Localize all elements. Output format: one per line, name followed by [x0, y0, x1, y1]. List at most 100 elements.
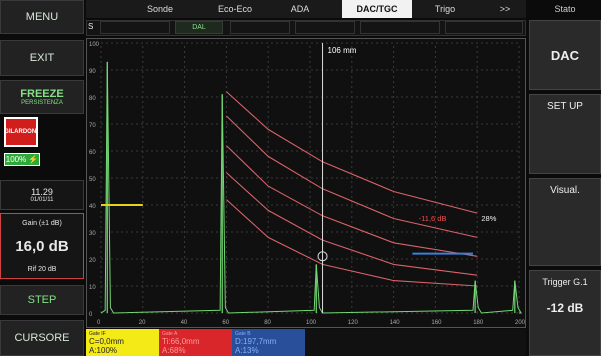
y-tick-label: 50: [89, 177, 96, 183]
tab-label: Trigo: [434, 4, 456, 14]
gain-reference: Rif 20 dB: [27, 265, 57, 273]
panel-line: Ti:66,0mm: [162, 337, 200, 346]
gain-value: 16,0 dB: [15, 237, 69, 255]
subtab-field[interactable]: [360, 21, 440, 34]
y-tick-label: 30: [89, 231, 96, 237]
state-dac-button[interactable]: DAC: [529, 20, 601, 90]
x-tick-label: 160: [431, 320, 442, 326]
battery-indicator: 100% ⚡: [4, 153, 40, 166]
y-tick-label: 20: [89, 258, 96, 264]
x-tick-label: 140: [390, 320, 401, 326]
tab-label: >>: [499, 4, 511, 14]
cursor-label: 106 mm: [328, 46, 357, 55]
y-tick-label: 40: [89, 204, 96, 210]
y-tick-label: 0: [89, 312, 93, 318]
tab-label: ADA: [290, 4, 310, 14]
visual-label: Visual.: [550, 185, 580, 196]
menu-button[interactable]: MENU: [0, 0, 84, 34]
subtab-field[interactable]: [295, 21, 355, 34]
state-value: DAC: [550, 47, 580, 63]
y-tick-label: 80: [89, 96, 96, 102]
freeze-button[interactable]: FREEZE PERSISTENZA: [0, 80, 84, 114]
chart-grid: [100, 42, 520, 314]
brand-label: GILARDONI: [4, 129, 38, 135]
x-tick-label: 40: [181, 320, 188, 326]
freeze-sub-label: PERSISTENZA: [21, 100, 63, 106]
exit-button[interactable]: EXIT: [0, 40, 84, 76]
tab-more[interactable]: >>: [490, 0, 520, 18]
tab-label: DAC/TGC: [356, 4, 398, 14]
gates: [101, 204, 474, 255]
panel-line: A:68%: [162, 346, 186, 355]
panel-title: Gate B: [235, 331, 251, 337]
battery-label: 100%: [5, 155, 27, 164]
x-tick-label: 20: [139, 320, 146, 326]
step-label: STEP: [27, 294, 57, 306]
panel-title: Gate A: [162, 331, 178, 337]
subtab-field[interactable]: [230, 21, 290, 34]
gain-label: Gain (±1 dB): [22, 219, 62, 227]
tab-trigo[interactable]: Trigo: [415, 0, 475, 18]
x-tick-label: 80: [264, 320, 271, 326]
charging-icon: ⚡: [28, 155, 39, 164]
subtab-field[interactable]: [445, 21, 523, 34]
brand-logo: GILARDONI: [4, 117, 38, 147]
x-tick-label: 200: [515, 320, 525, 326]
setup-button[interactable]: SET UP: [529, 94, 601, 174]
setup-label: SET UP: [547, 101, 583, 112]
cursor-button[interactable]: CURSORE: [0, 320, 84, 356]
chart-overlay: 106 mm -11,6 dB 28%: [317, 43, 497, 313]
gate-db-label: -11,6 dB: [419, 214, 447, 223]
a-scan-svg: 106 mm -11,6 dB 28% 0 10 20 30 40 50 60 70 80 90 100…: [89, 42, 526, 326]
state-header-label: Stato: [554, 4, 576, 14]
panel-line: A:13%: [235, 346, 259, 355]
cursor-marker: [317, 251, 328, 262]
exit-label: EXIT: [29, 52, 55, 64]
tab-label: Sonde: [146, 4, 174, 14]
cursor-label: CURSORE: [14, 332, 70, 344]
tab-sonde[interactable]: Sonde: [125, 0, 195, 18]
subtab-label: DAL: [192, 24, 206, 31]
state-header: Stato: [529, 0, 601, 18]
subtab-field[interactable]: [100, 21, 170, 34]
step-button[interactable]: STEP: [0, 285, 84, 315]
subtab-dal[interactable]: DAL: [175, 21, 223, 34]
trigger-value: -12 dB: [546, 301, 584, 315]
x-tick-label: 0: [97, 320, 101, 326]
freeze-label: FREEZE: [20, 88, 64, 100]
clock-date: 01/01/11: [30, 197, 54, 203]
visual-button[interactable]: Visual.: [529, 178, 601, 266]
tab-ada[interactable]: ADA: [275, 0, 325, 18]
panel-title: Gate IF: [89, 331, 106, 337]
y-tick-label: 60: [89, 150, 96, 156]
panel-line: A:100%: [89, 346, 118, 355]
gate-percent-label: 28%: [481, 214, 496, 223]
tab-label: Eco-Eco: [217, 4, 252, 14]
tab-dac-tgc[interactable]: DAC/TGC: [342, 0, 412, 18]
x-tick-label: 100: [306, 320, 317, 326]
y-tick-label: 90: [89, 69, 96, 75]
chart-ticks: 0 10 20 30 40 50 60 70 80 90 100 0 20 40 60 80 100 120 140…: [89, 42, 526, 326]
a-scan-chart[interactable]: 106 mm -11,6 dB 28% 0 10 20 30 40 50 60 70 80 90 100…: [86, 38, 526, 328]
tab-eco-eco[interactable]: Eco-Eco: [200, 0, 270, 18]
trigger-button[interactable]: Trigger G.1 -12 dB: [529, 270, 601, 356]
menu-label: MENU: [25, 11, 59, 23]
gain-panel[interactable]: Gain (±1 dB) 16,0 dB Rif 20 dB: [0, 213, 84, 279]
gate-a-panel: Gate A Ti:66,0mm A:68%: [159, 329, 232, 356]
panel-line: D:197,7mm: [235, 337, 277, 346]
trigger-label: Trigger G.1: [542, 277, 588, 287]
x-tick-label: 120: [348, 320, 359, 326]
gate-b-panel: Gate B D:197,7mm A:13%: [232, 329, 305, 356]
clock-time: 11.29: [31, 187, 53, 197]
gate-if-panel: Gate IF C=0,0mm A:100%: [86, 329, 159, 356]
y-tick-label: 70: [89, 123, 96, 129]
subtab-s: S: [88, 22, 94, 31]
echo-trace: [100, 61, 522, 314]
y-tick-label: 100: [89, 42, 100, 48]
x-tick-label: 180: [473, 320, 484, 326]
x-tick-label: 60: [222, 320, 229, 326]
panel-line: C=0,0mm: [89, 337, 124, 346]
echo-signal: [100, 61, 522, 314]
y-tick-label: 10: [89, 285, 96, 291]
clock-panel: 11.29 01/01/11: [0, 180, 84, 210]
